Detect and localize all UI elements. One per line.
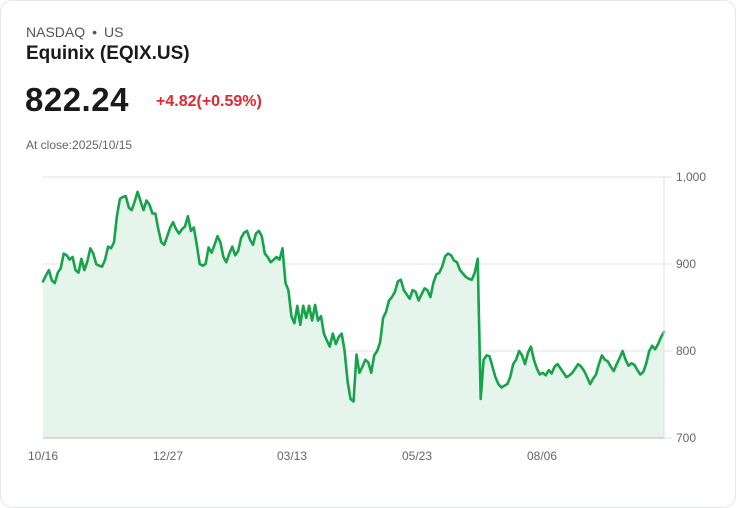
price-change: +4.82(+0.59%) <box>156 93 262 110</box>
y-tick-label: 1,000 <box>676 170 706 184</box>
y-tick-label: 900 <box>676 257 696 271</box>
price-line <box>41 190 666 403</box>
area-fill <box>43 191 664 438</box>
y-axis-labels: 1,000 900 800 700 <box>676 170 706 445</box>
y-tick-label: 800 <box>676 344 696 358</box>
x-tick-label: 03/13 <box>277 449 307 463</box>
y-tick-label: 700 <box>676 431 696 445</box>
close-timestamp: At close:2025/10/15 <box>26 138 133 152</box>
x-tick-label: 05/23 <box>402 449 432 463</box>
region: US <box>104 24 124 40</box>
exchange-name: NASDAQ <box>26 24 86 40</box>
exchange-line: NASDAQ • US <box>26 24 123 40</box>
x-tick-label: 12/27 <box>153 449 183 463</box>
x-tick-label: 10/16 <box>28 449 58 463</box>
stock-title: Equinix (EQIX.US) <box>26 43 190 64</box>
x-tick-label: 08/06 <box>527 449 557 463</box>
x-axis-labels: 10/16 12/27 03/13 05/23 08/06 <box>28 449 557 463</box>
current-price: 822.24 <box>25 81 129 118</box>
separator-dot: • <box>92 24 98 40</box>
